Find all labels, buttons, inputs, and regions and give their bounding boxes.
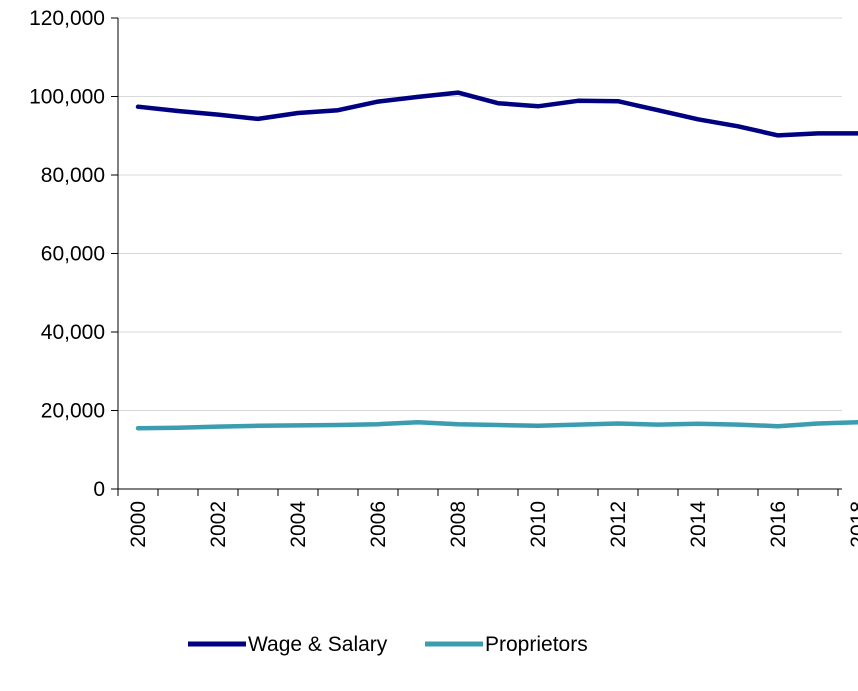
- x-tick-label: 2006: [367, 501, 390, 548]
- x-tick-label: 2000: [127, 501, 150, 548]
- x-tick-label: 2014: [687, 501, 710, 548]
- y-tick-label: 100,000: [29, 86, 105, 109]
- y-tick-label: 60,000: [41, 243, 105, 266]
- legend: Wage & Salary Proprietors: [188, 633, 588, 656]
- series-layer: [135, 90, 858, 431]
- x-tick-label: 2018: [847, 501, 858, 548]
- axes: 0 20,000 40,000 60,000 80,000 100,000 120,000 2…: [29, 7, 858, 548]
- y-tick-label: 120,000: [29, 7, 105, 30]
- x-tick-label: 2012: [607, 501, 630, 548]
- y-tick-label: 0: [93, 478, 105, 501]
- y-tick-label: 40,000: [41, 321, 105, 344]
- y-tick-label: 20,000: [41, 400, 105, 423]
- gridlines: [118, 17, 842, 411]
- x-tick-label: 2002: [207, 501, 230, 548]
- y-tick-label: 80,000: [41, 164, 105, 187]
- legend-label: Proprietors: [485, 633, 588, 656]
- legend-label: Wage & Salary: [248, 633, 388, 656]
- x-tick-label: 2008: [447, 501, 470, 548]
- series-line-proprietors: [135, 420, 858, 431]
- x-tick-label: 2016: [767, 501, 790, 548]
- series-line-wage-salary: [135, 90, 858, 138]
- x-tick-label: 2010: [527, 501, 550, 548]
- x-tick-label: 2004: [287, 501, 310, 548]
